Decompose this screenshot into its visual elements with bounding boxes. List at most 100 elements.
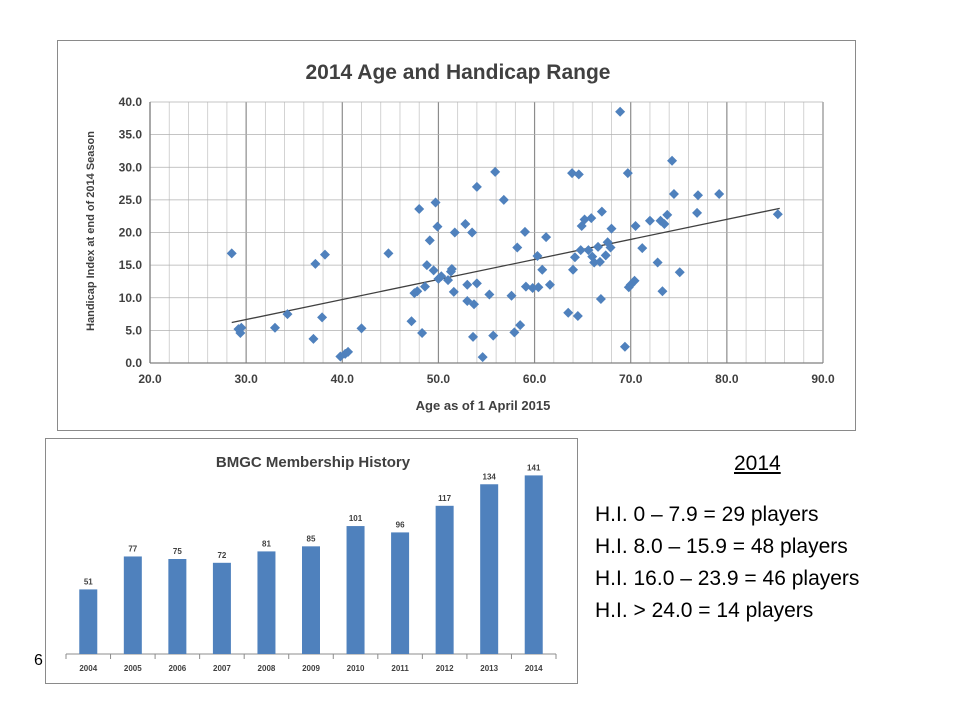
scatter-y-tick-label: 20.0 (119, 226, 143, 240)
scatter-point (448, 286, 459, 297)
scatter-point (594, 256, 605, 267)
scatter-point (468, 331, 479, 342)
scatter-point (569, 252, 580, 263)
scatter-point (436, 271, 447, 282)
scatter-y-tick-label: 10.0 (119, 291, 143, 305)
scatter-x-tick-label: 90.0 (811, 372, 835, 386)
scatter-point (460, 219, 471, 230)
membership-bar-chart: BMGC Membership History 51 2004 77 2005 75 20… (45, 438, 578, 684)
scatter-y-tick-label: 5.0 (125, 323, 142, 337)
bar-category-label: 2013 (480, 664, 498, 673)
scatter-point (563, 307, 574, 318)
scatter-point (579, 214, 590, 225)
bar-category-label: 2009 (302, 664, 320, 673)
scatter-point (657, 286, 668, 297)
bar-value-label: 85 (307, 534, 316, 543)
bar-value-label: 101 (349, 514, 363, 523)
scatter-x-axis-label: Age as of 1 April 2015 (416, 398, 551, 413)
bar-category-label: 2011 (391, 664, 409, 673)
scatter-point (619, 341, 630, 352)
bar (123, 556, 142, 654)
scatter-point (417, 327, 428, 338)
summary-line: H.I. 8.0 – 15.9 = 48 players (595, 535, 848, 558)
scatter-title: 2014 Age and Handicap Range (306, 61, 611, 84)
scatter-y-tick-label: 35.0 (119, 128, 143, 142)
scatter-point (693, 190, 704, 201)
scatter-x-tick-label: 40.0 (331, 372, 355, 386)
scatter-point (421, 260, 432, 271)
bar-category-label: 2012 (436, 664, 454, 673)
bar (257, 551, 276, 654)
scatter-point (414, 204, 425, 215)
bar (79, 589, 98, 654)
scatter-point (572, 311, 583, 322)
scatter-point (317, 312, 328, 323)
bar-value-label: 96 (396, 520, 405, 529)
scatter-svg: 2014 Age and Handicap Range Age as of 1 … (85, 61, 835, 413)
bar-category-label: 2005 (124, 664, 142, 673)
summary-line: H.I. > 24.0 = 14 players (595, 599, 814, 622)
scatter-point (573, 169, 584, 180)
scatter-point (308, 333, 319, 344)
scatter-point (533, 282, 544, 293)
scatter-point (509, 327, 520, 338)
scatter-point (772, 209, 783, 220)
scatter-point (527, 282, 538, 293)
scatter-y-tick-label: 15.0 (119, 258, 143, 272)
bar-value-label: 117 (438, 494, 451, 503)
bar (480, 484, 499, 654)
scatter-y-tick-label: 0.0 (125, 356, 142, 370)
scatter-point (659, 219, 670, 230)
summary-line: H.I. 16.0 – 23.9 = 46 players (595, 567, 860, 590)
scatter-point (356, 323, 367, 334)
bar-value-label: 141 (527, 463, 541, 472)
scatter-point (343, 346, 354, 357)
scatter-point (428, 265, 439, 276)
scatter-point (449, 227, 460, 238)
scatter-point (615, 106, 626, 117)
summary-year: 2014 (734, 452, 781, 475)
scatter-x-tick-label: 80.0 (715, 372, 739, 386)
summary-line: H.I. 0 – 7.9 = 29 players (595, 503, 819, 526)
scatter-point (269, 322, 280, 333)
scatter-point (226, 248, 237, 259)
scatter-point (498, 194, 509, 205)
scatter-point (462, 279, 473, 290)
bar-svg: BMGC Membership History 51 2004 77 2005 75 20… (65, 454, 557, 673)
scatter-point (605, 242, 616, 253)
scatter-point (652, 257, 663, 268)
scatter-y-tick-label: 40.0 (119, 95, 143, 109)
scatter-point (606, 223, 617, 234)
scatter-point (432, 221, 443, 232)
scatter-point (637, 243, 648, 254)
scatter-point (568, 264, 579, 275)
bar (168, 559, 187, 654)
scatter-point (667, 155, 678, 166)
scatter-point (469, 299, 480, 310)
bar (524, 475, 543, 654)
scatter-point (282, 309, 293, 320)
scatter-point (471, 181, 482, 192)
scatter-point (622, 168, 633, 179)
bar-value-label: 81 (262, 539, 271, 548)
scatter-point (544, 279, 555, 290)
scatter-point (662, 209, 673, 220)
scatter-point (443, 275, 454, 286)
bar-value-label: 77 (128, 544, 137, 553)
scatter-y-tick-label: 25.0 (119, 193, 143, 207)
scatter-x-tick-label: 60.0 (523, 372, 547, 386)
scatter-y-tick-label: 30.0 (119, 160, 143, 174)
scatter-point (471, 278, 482, 289)
bar (346, 526, 365, 654)
scatter-point (515, 320, 526, 331)
scatter-gridlines (149, 101, 824, 364)
scatter-point (629, 275, 640, 286)
scatter-point (674, 267, 685, 278)
bar-value-label: 72 (217, 551, 226, 560)
scatter-point (424, 235, 435, 246)
scatter-point (319, 249, 330, 260)
scatter-point (484, 289, 495, 300)
scatter-x-tick-label: 30.0 (234, 372, 258, 386)
scatter-point (532, 250, 543, 261)
bar-category-label: 2004 (79, 664, 97, 673)
